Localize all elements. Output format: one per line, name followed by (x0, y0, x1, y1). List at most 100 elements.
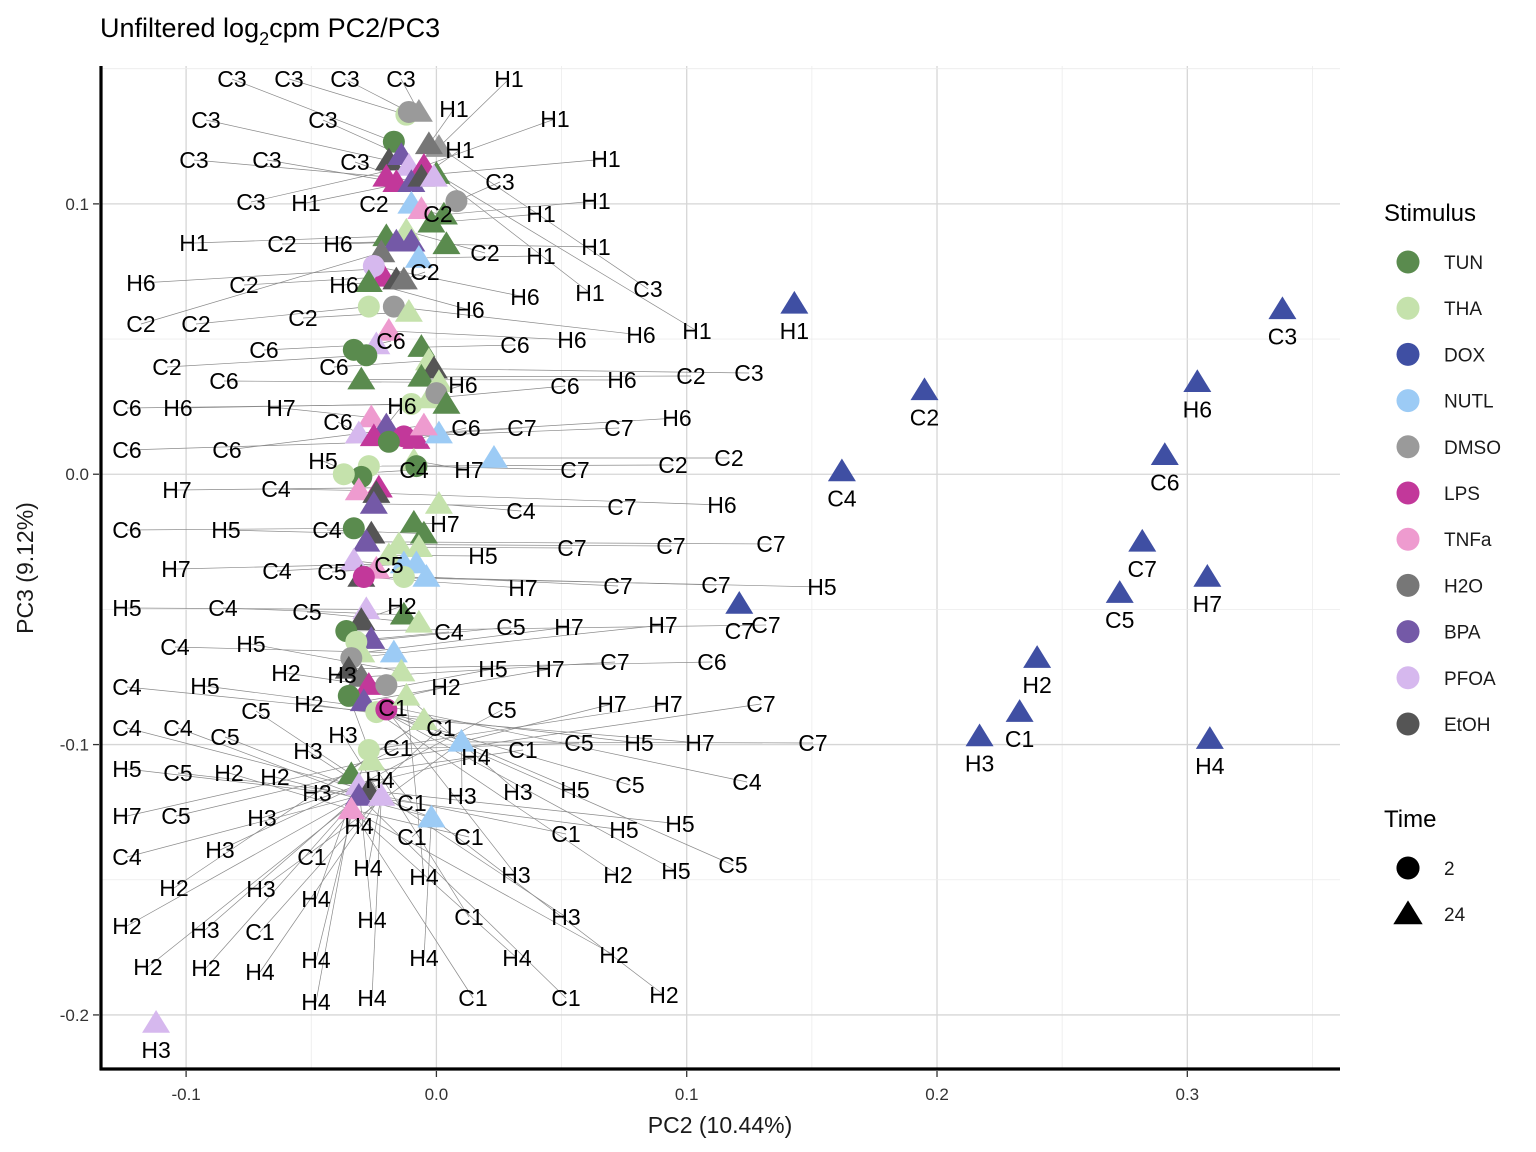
point-label: C1 (397, 790, 426, 816)
label-leader-line (288, 78, 407, 115)
data-point-pfoa (367, 782, 396, 806)
data-point-tha (394, 299, 423, 322)
label-leader-line (381, 795, 567, 835)
legend-swatch-etoh (1396, 712, 1420, 736)
point-label: H3 (501, 862, 530, 888)
legend-swatch-lps (1396, 481, 1420, 505)
label-leader-line (393, 306, 642, 336)
point-label: C1 (426, 715, 455, 741)
data-point-tha (332, 463, 355, 486)
point-label: H6 (707, 492, 736, 518)
legend-stimulus-items: TUN THA DOX NUTL DMSO LPS TNFa H2O BPA PFOA EtOH (1396, 250, 1501, 736)
data-point-tun (432, 390, 461, 414)
point-label: C3 (633, 276, 662, 302)
point-label: H5 (236, 631, 265, 657)
y-tick-label: -0.2 (60, 1006, 89, 1025)
point-label: C1 (378, 695, 407, 721)
point-label: H1 (439, 96, 468, 122)
data-point-dox (910, 377, 939, 401)
point-label-dox: H3 (965, 750, 994, 776)
data-point-nutl (479, 445, 508, 468)
point-label: H6 (323, 231, 352, 257)
x-tick-label: -0.1 (171, 1085, 200, 1104)
point-label: C5 (718, 852, 747, 878)
point-label: H5 (112, 595, 141, 621)
point-label: H5 (624, 730, 653, 756)
label-leader-line (344, 78, 410, 113)
data-point-tun (377, 430, 400, 453)
label-leader-line (428, 385, 566, 399)
point-label: C6 (376, 328, 405, 354)
label-leader-line (371, 795, 382, 999)
point-label: C2 (359, 191, 388, 217)
data-point-dox (1150, 442, 1179, 466)
point-label: H4 (301, 989, 331, 1015)
point-label: H4 (409, 945, 439, 971)
label-leader-line (371, 703, 762, 762)
data-point-dox (965, 723, 994, 747)
point-label: H7 (554, 614, 583, 640)
point-label: H7 (266, 395, 295, 421)
point-label: H1 (591, 146, 620, 172)
point-label: H2 (159, 875, 188, 901)
point-label: H3 (447, 783, 476, 809)
legend-label-pfoa: PFOA (1444, 669, 1496, 690)
point-label: C3 (734, 360, 763, 386)
label-leader-line (126, 727, 369, 791)
point-label-dox: H6 (1183, 396, 1212, 422)
x-tick-label: 0.2 (925, 1085, 949, 1104)
label-leader-line (443, 200, 597, 216)
point-label: C7 (751, 612, 780, 638)
point-label: C6 (319, 354, 348, 380)
label-leader-line (388, 330, 573, 341)
label-leader-line (126, 768, 359, 797)
point-label: H1 (526, 243, 555, 269)
chart-title: Unfiltered log2cpm PC2/PC3 (100, 13, 440, 49)
data-point-lps (352, 565, 375, 588)
legend-shape-2 (1396, 856, 1420, 880)
point-label: H6 (387, 393, 416, 419)
point-label: C6 (500, 332, 529, 358)
point-label: H4 (357, 907, 387, 933)
label-leader-line (416, 465, 576, 471)
point-label: C6 (212, 437, 241, 463)
data-point-dmso (375, 674, 398, 697)
point-label: H2 (191, 955, 220, 981)
point-label: H7 (535, 656, 564, 682)
data-point-tha (404, 534, 433, 557)
data-point-lps (402, 426, 431, 449)
label-leader-line (361, 576, 524, 589)
label-leader-line (147, 790, 370, 968)
data-point-nutl (424, 420, 453, 444)
legend-label-tun: TUN (1444, 253, 1483, 274)
label-leader-line (126, 527, 354, 531)
data-point-lps (372, 163, 401, 187)
point-label: H5 (211, 517, 240, 543)
point-label-dox: C3 (1268, 323, 1297, 349)
point-label: C4 (399, 457, 429, 483)
data-point-tun (337, 684, 360, 707)
legend-label-etoh: EtOH (1444, 715, 1490, 736)
legend-time-title: Time (1384, 806, 1436, 833)
label-leader-line (436, 158, 607, 175)
point-label: C3 (340, 149, 369, 175)
legend-swatch-h2o (1396, 573, 1420, 597)
label-leader-line (423, 165, 698, 332)
legend-time-items: 2 24 (1393, 856, 1466, 926)
point-label: H4 (301, 886, 331, 912)
label-leader-line (195, 306, 369, 325)
point-label: H4 (461, 744, 491, 770)
point-label: H7 (430, 511, 459, 537)
point-label: C6 (550, 373, 579, 399)
point-label: H3 (327, 662, 356, 688)
data-point-tha (392, 565, 415, 588)
point-label: C1 (397, 824, 426, 850)
legend-swatch-tha (1396, 296, 1420, 320)
point-label: H2 (387, 593, 416, 619)
data-point-tun (405, 455, 428, 478)
legend-label-tnfa: TNFa (1444, 530, 1492, 551)
label-leader-line (204, 795, 360, 931)
label-leader-line (231, 78, 394, 143)
data-point-tnfa (409, 412, 438, 436)
